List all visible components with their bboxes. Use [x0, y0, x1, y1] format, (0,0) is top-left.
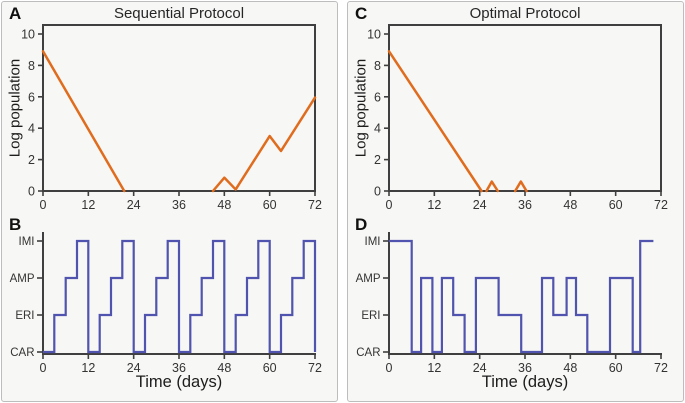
svg-text:AMP: AMP	[356, 273, 381, 285]
svg-text:8: 8	[374, 59, 381, 73]
svg-text:6: 6	[28, 90, 35, 104]
svg-text:0: 0	[40, 198, 47, 212]
svg-text:0: 0	[386, 198, 393, 212]
svg-text:AMP: AMP	[10, 273, 35, 285]
panel-label-a: A	[9, 4, 22, 23]
svg-text:0: 0	[386, 361, 393, 375]
svg-text:0: 0	[374, 185, 381, 199]
svg-text:12: 12	[427, 198, 441, 212]
svg-text:24: 24	[127, 198, 141, 212]
panel-label-d: D	[355, 215, 368, 234]
svg-text:60: 60	[609, 361, 623, 375]
svg-text:36: 36	[172, 361, 186, 375]
chart-c-title: Optimal Protocol	[469, 5, 581, 22]
svg-text:36: 36	[172, 198, 186, 212]
svg-text:48: 48	[217, 198, 231, 212]
chart-d-x-axis-label: Time (days)	[481, 373, 569, 391]
chart-d-canvas: CAR ERI AMP IMI 0 12 24 36 48 60 72	[356, 232, 668, 375]
svg-text:48: 48	[217, 361, 231, 375]
svg-text:CAR: CAR	[10, 347, 34, 359]
svg-text:24: 24	[473, 361, 487, 375]
chart-b-canvas: CAR ERI AMP IMI 0 12 24 36 48 60 72	[10, 232, 322, 375]
svg-text:72: 72	[308, 361, 322, 375]
svg-text:24: 24	[127, 361, 141, 375]
svg-text:CAR: CAR	[356, 347, 380, 359]
svg-text:48: 48	[563, 361, 577, 375]
svg-text:48: 48	[563, 198, 577, 212]
svg-text:8: 8	[28, 59, 35, 73]
svg-text:24: 24	[473, 198, 487, 212]
svg-text:IMI: IMI	[365, 236, 381, 248]
panel-label-b: B	[9, 215, 22, 234]
svg-text:IMI: IMI	[19, 236, 35, 248]
panel-label-c: C	[355, 4, 368, 23]
svg-text:4: 4	[28, 122, 35, 136]
chart-a-title: Sequential Protocol	[113, 5, 245, 22]
svg-text:10: 10	[367, 28, 381, 42]
svg-text:36: 36	[518, 198, 532, 212]
svg-text:ERI: ERI	[361, 310, 380, 322]
svg-text:0: 0	[40, 361, 47, 375]
svg-text:72: 72	[654, 361, 668, 375]
svg-text:36: 36	[518, 361, 532, 375]
svg-text:2: 2	[374, 153, 381, 167]
svg-text:2: 2	[28, 153, 35, 167]
chart-b-x-axis-label: Time (days)	[135, 373, 223, 391]
svg-text:12: 12	[81, 361, 95, 375]
svg-text:60: 60	[609, 198, 623, 212]
svg-text:4: 4	[374, 122, 381, 136]
svg-text:0: 0	[28, 185, 35, 199]
svg-text:60: 60	[263, 361, 277, 375]
svg-text:12: 12	[81, 198, 95, 212]
svg-text:60: 60	[263, 198, 277, 212]
svg-text:12: 12	[427, 361, 441, 375]
svg-text:10: 10	[21, 28, 35, 42]
svg-text:6: 6	[374, 90, 381, 104]
svg-text:ERI: ERI	[15, 310, 34, 322]
svg-text:72: 72	[308, 198, 322, 212]
svg-text:72: 72	[654, 198, 668, 212]
